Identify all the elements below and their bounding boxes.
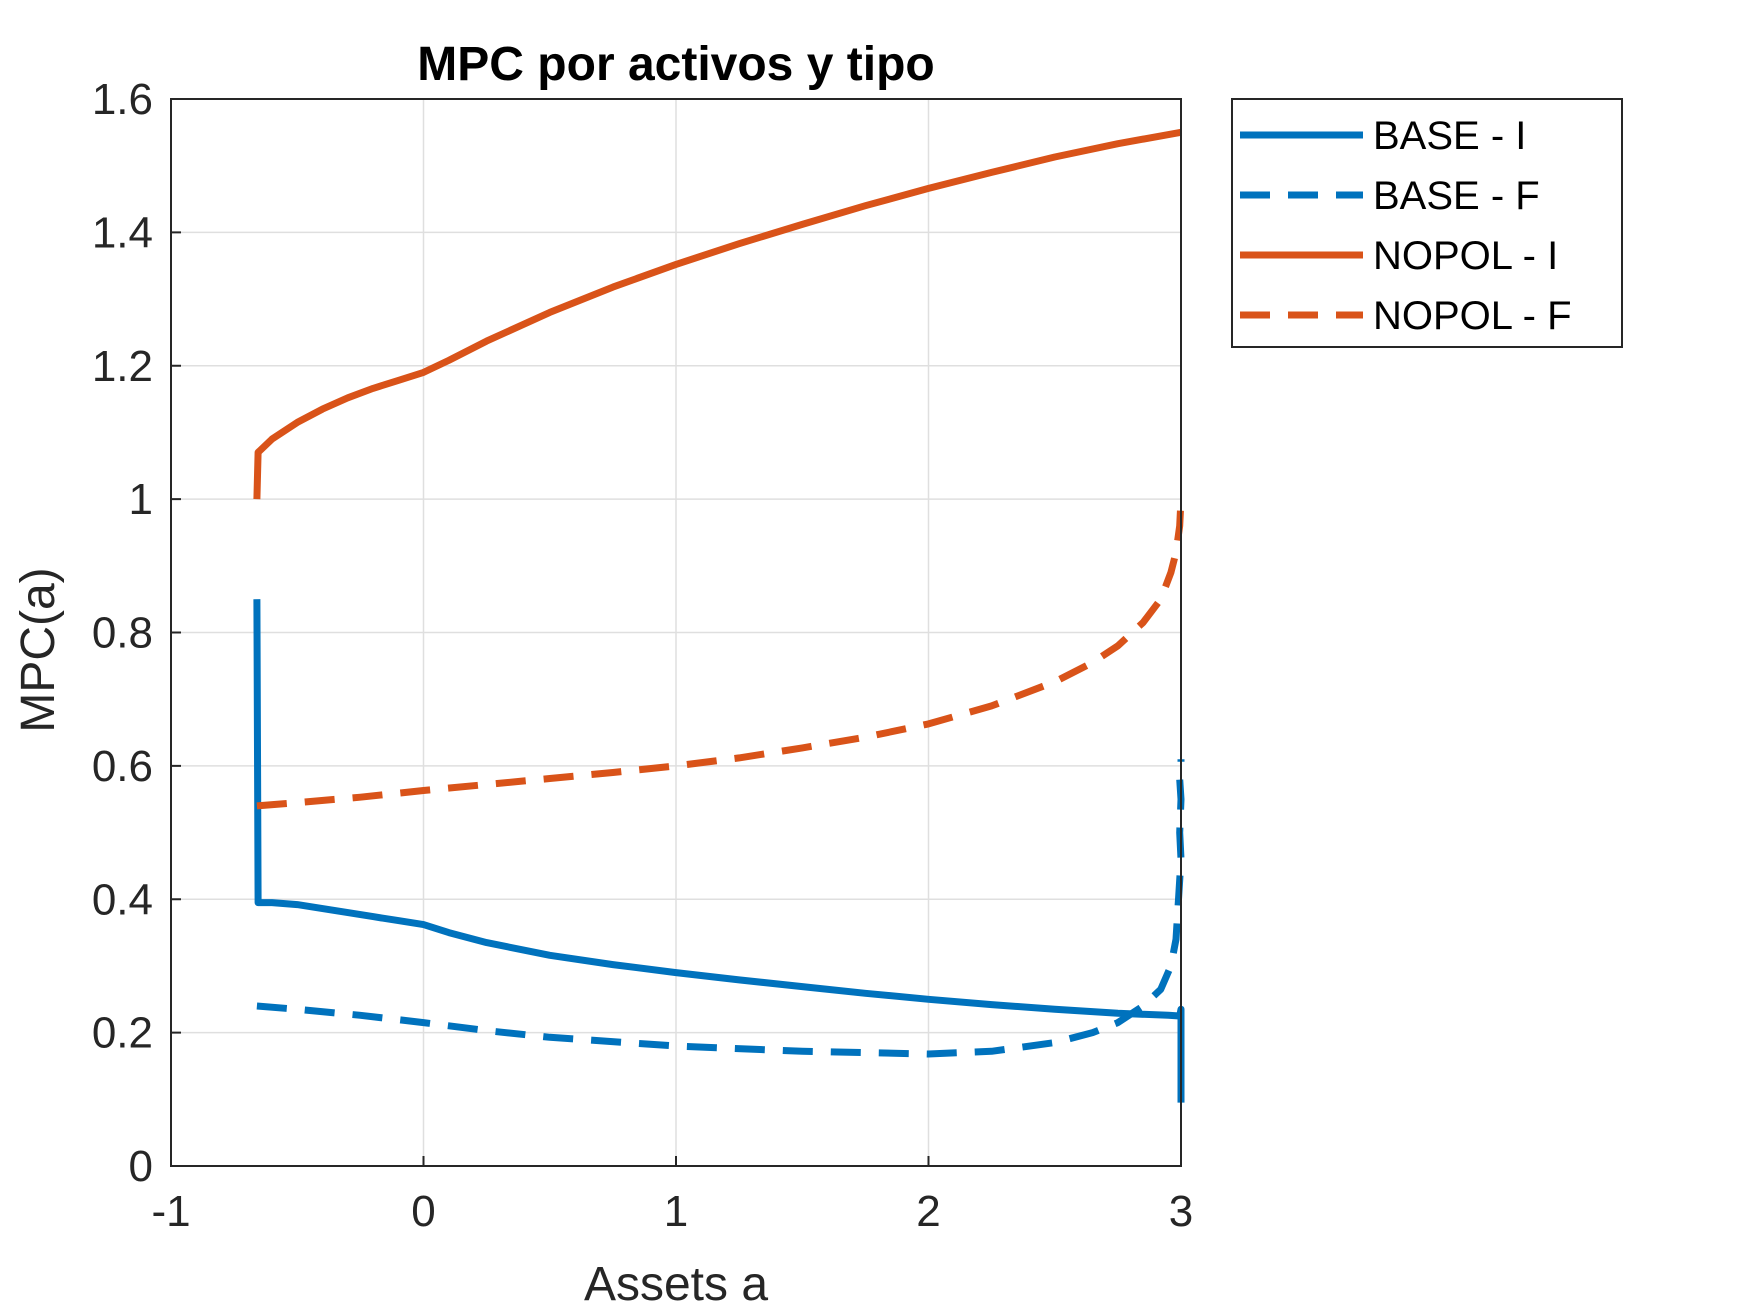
legend-box	[1231, 98, 1623, 348]
series-line-base-f	[256, 759, 1185, 1058]
y-tick-label: 1.6	[92, 75, 153, 124]
y-tick-label: 0.4	[92, 875, 153, 924]
y-tick-label: 1.2	[92, 342, 153, 391]
x-axis-title: Assets a	[584, 1258, 768, 1311]
x-tick-label: 1	[664, 1187, 688, 1236]
legend-label: NOPOL - I	[1373, 234, 1558, 278]
y-tick-label: 1	[129, 475, 153, 524]
series-line-nopol-f	[256, 498, 1185, 810]
x-tick-label: 3	[1169, 1187, 1193, 1236]
legend: BASE - I BASE - F NOPOL - I NOPOL - F	[1231, 98, 1623, 348]
y-tick-label: 1.4	[92, 208, 153, 257]
series-line-base-i	[253, 599, 1185, 1103]
series-line-nopol-i	[253, 128, 1182, 500]
series-lines	[253, 128, 1185, 1103]
x-tick-label: 2	[916, 1187, 940, 1236]
legend-label: BASE - F	[1373, 174, 1540, 218]
legend-entries: BASE - I BASE - F NOPOL - I NOPOL - F	[1240, 114, 1572, 338]
y-axis-title: MPC(a)	[12, 567, 65, 732]
y-axis: 0 0.2 0.4 0.6 0.8 1 1.2 1.4 1.6	[92, 75, 181, 1191]
x-tick-label: 0	[411, 1187, 435, 1236]
y-tick-label: 0.8	[92, 609, 153, 658]
y-tick-label: 0	[129, 1142, 153, 1191]
y-tick-label: 0.6	[92, 742, 153, 791]
y-tick-label: 0.2	[92, 1009, 153, 1058]
x-axis: -1 0 1 2 3	[151, 1156, 1193, 1236]
x-tick-label: -1	[151, 1187, 190, 1236]
legend-label: BASE - I	[1373, 114, 1526, 158]
plot-area	[170, 98, 1185, 1167]
chart-title: MPC por activos y tipo	[417, 38, 934, 91]
legend-label: NOPOL - F	[1373, 294, 1572, 338]
